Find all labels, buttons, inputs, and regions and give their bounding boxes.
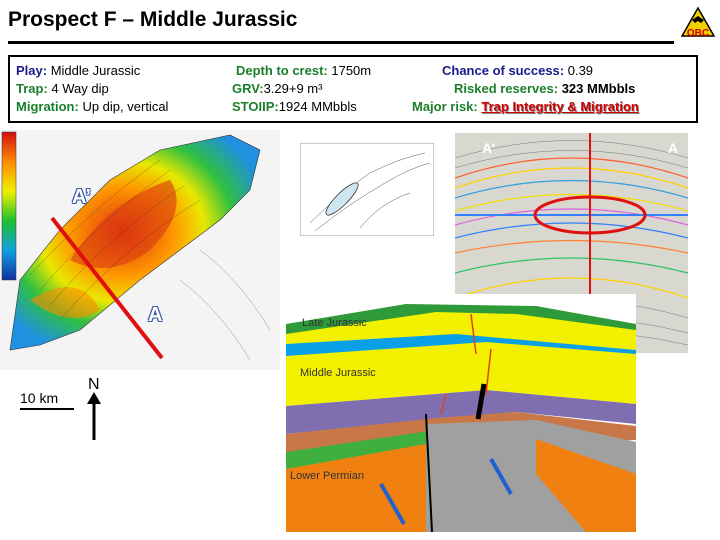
depth-row: Depth to crest: 1750m — [236, 63, 372, 78]
trap-row: Trap: 4 Way dip — [16, 81, 109, 96]
depth-map — [0, 130, 280, 370]
title-rule — [8, 41, 674, 44]
migration-row: Migration: Up dip, vertical — [16, 99, 169, 114]
label-late-jurassic: Late Jurassic — [302, 317, 367, 329]
map-label-a-prime: A’ — [72, 186, 91, 208]
reserves-row: Risked reserves: 323 MMbbls — [454, 81, 636, 96]
map-label-a: A — [148, 304, 163, 326]
grv-row: GRV:3.29+9 m³ — [232, 81, 323, 96]
company-logo: OBC — [680, 6, 716, 39]
risk-row: Major risk: Trap Integrity & Migration — [412, 99, 639, 114]
stoiip-row: STOIIP:1924 MMbbls — [232, 99, 357, 114]
seismic-label-a-prime: A’ — [482, 140, 496, 156]
scale-label: 10 km — [20, 390, 59, 406]
north-label: N — [88, 376, 100, 393]
section-line — [50, 216, 164, 360]
page-title: Prospect F – Middle Jurassic — [8, 8, 298, 31]
label-middle-jurassic: Middle Jurassic — [300, 367, 376, 379]
north-arrow-icon — [87, 392, 101, 440]
chance-row: Chance of success: 0.39 — [442, 63, 594, 78]
inset-map — [300, 143, 434, 236]
play-row: Play: Middle Jurassic — [16, 63, 141, 78]
svg-text:OBC: OBC — [687, 28, 709, 39]
scale-bar — [20, 408, 74, 410]
prospect-info-box: Play: Middle Jurassic Trap: 4 Way dip Mi… — [8, 55, 698, 123]
label-lower-permian: Lower Permian — [290, 470, 364, 482]
geologic-cross-section — [286, 294, 636, 532]
seismic-label-a: A — [668, 140, 679, 156]
